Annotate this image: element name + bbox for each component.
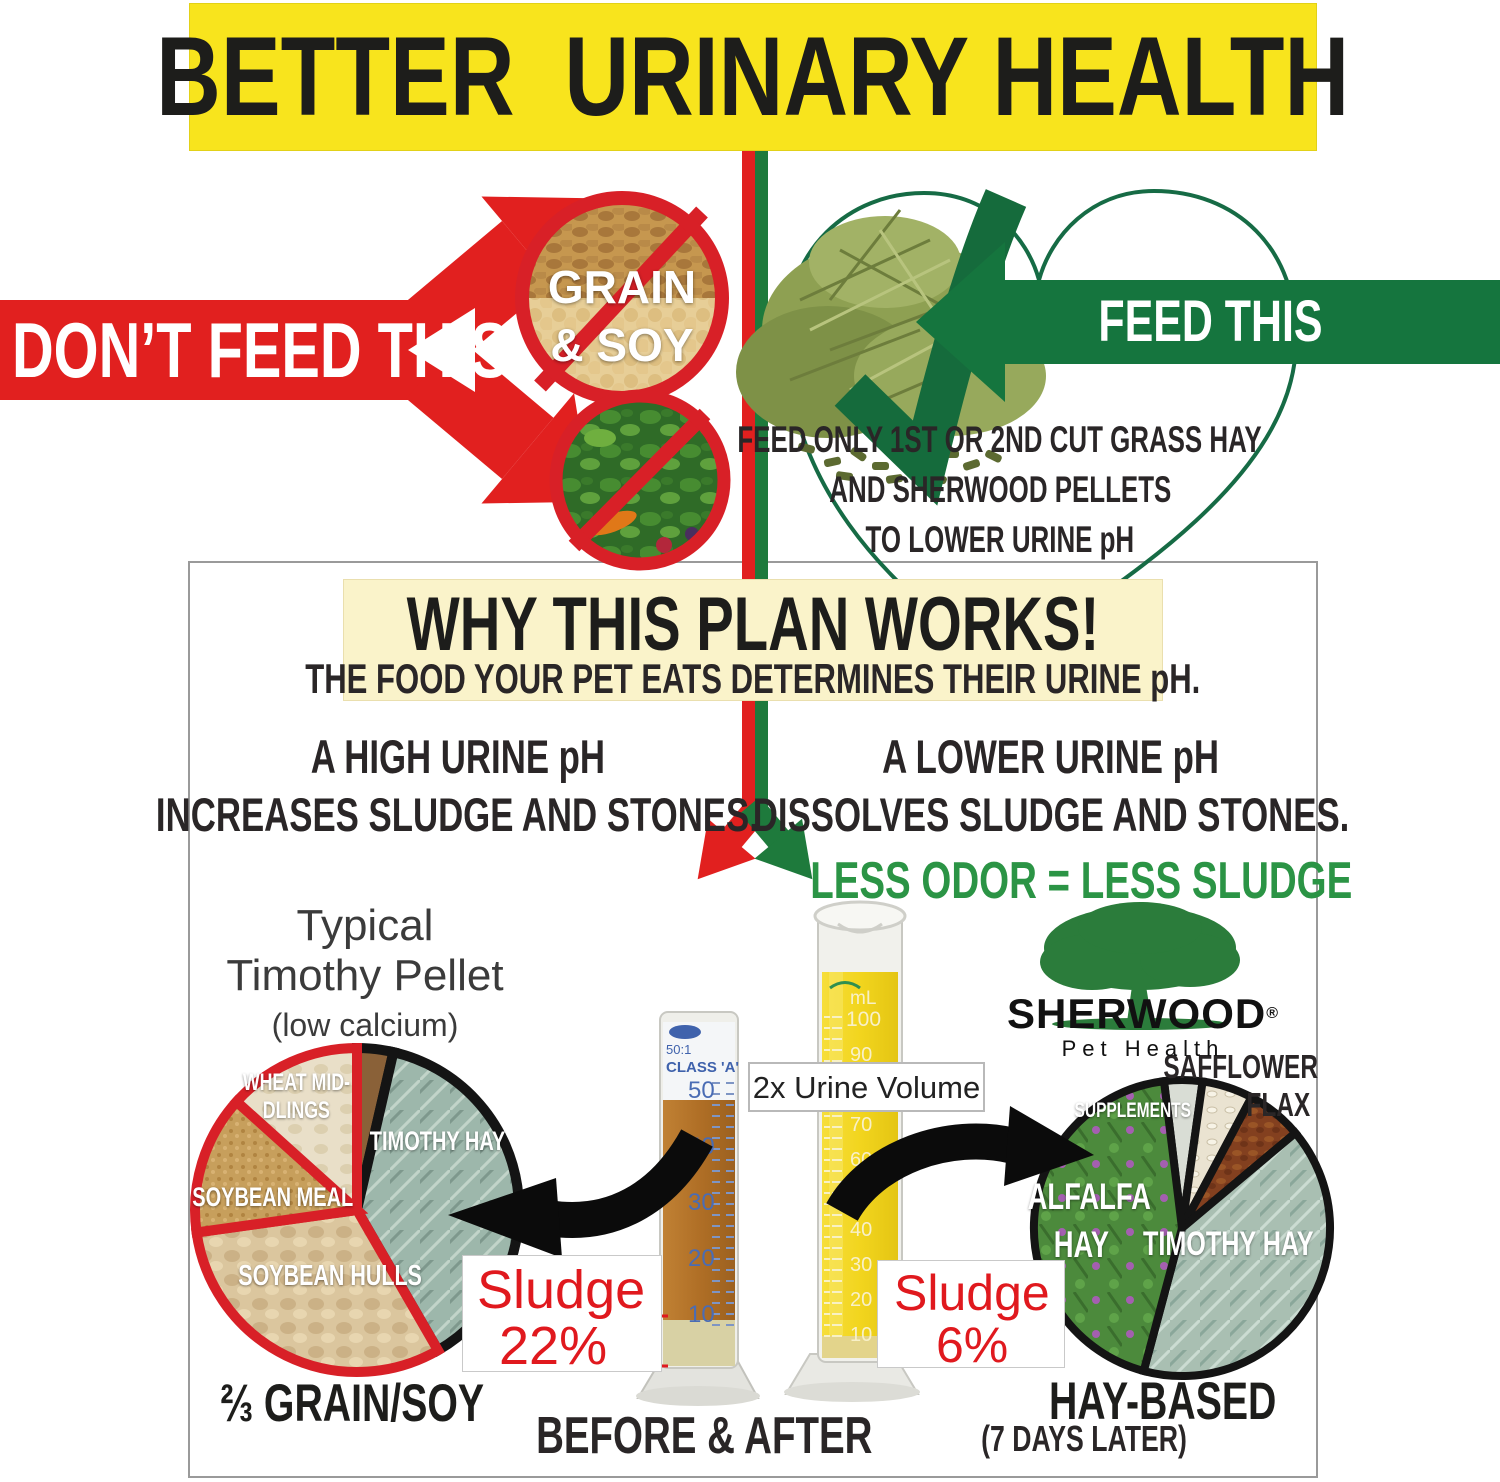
label-safflower: SAFFLOWER <box>1163 1047 1318 1085</box>
sludge-after-label: Sludge <box>894 1265 1050 1321</box>
sludge-before-value: 22% <box>499 1316 608 1377</box>
sludge-before-box: Sludge 22% <box>462 1255 662 1377</box>
label-supplements: SUPPLEMENTS <box>1074 1098 1192 1122</box>
sludge-after-value: 6% <box>936 1317 1009 1373</box>
left-pie-heading-line1: Typical <box>296 901 434 950</box>
right-pie-caption: HAY-BASED <box>1049 1371 1277 1431</box>
grain-circle-label-line2: & SOY <box>550 319 694 371</box>
dont-feed-label: DON’T FEED THIS <box>12 306 510 394</box>
label-wheat-middlings-1: WHEAT MID- <box>242 1069 350 1096</box>
label-alfalfa-1: ALFALFA <box>1027 1175 1151 1217</box>
label-alfalfa-2: HAY <box>1053 1223 1109 1265</box>
left-pie-caption: ⅔ GRAIN/SOY <box>220 1373 484 1433</box>
feed-note-line3: TO LOWER URINE pH <box>865 518 1135 560</box>
grain-circle-label-line1: GRAIN <box>547 261 697 313</box>
low-ph-line2: DISSOLVES SLUDGE AND STONES. <box>752 787 1350 841</box>
label-flax: FLAX <box>1246 1085 1310 1123</box>
label-timothy-hay-left: TIMOTHY HAY <box>370 1125 506 1156</box>
label-soybean-hulls: SOYBEAN HULLS <box>238 1259 423 1292</box>
label-timothy-hay-right: TIMOTHY HAY <box>1142 1225 1314 1263</box>
banner: BETTER URINARY HEALTH <box>156 3 1350 151</box>
left-pie-heading-line2: Timothy Pellet <box>226 951 504 1000</box>
feed-note-line2: AND SHERWOOD PELLETS <box>829 468 1172 510</box>
sludge-after-box: Sludge 6% <box>877 1260 1065 1373</box>
brand-wordmark: SHERWOOD ® <box>1006 990 1280 1037</box>
sludge-before-label: Sludge <box>477 1260 646 1320</box>
no-vegetables-circle <box>549 389 731 571</box>
why-title: WHY THIS PLAN WORKS! <box>406 582 1100 667</box>
feed-note-line1: FEED ONLY 1ST OR 2ND CUT GRASS HAY <box>737 418 1263 460</box>
feed-this-label: FEED THIS <box>1097 289 1323 354</box>
label-wheat-middlings-2: DLINGS <box>262 1097 330 1124</box>
page-title: BETTER URINARY HEALTH <box>156 14 1350 139</box>
before-after-main: BEFORE & AFTER <box>535 1407 873 1465</box>
why-subtitle: THE FOOD YOUR PET EATS DETERMINES THEIR … <box>305 655 1201 702</box>
brand-tagline: Pet Health <box>1061 1036 1225 1061</box>
label-soybean-meal: SOYBEAN MEAL <box>192 1181 354 1212</box>
registered-mark: ® <box>1266 1005 1280 1022</box>
why-box <box>343 579 1163 701</box>
before-after-sub: (7 DAYS LATER) <box>981 1418 1188 1459</box>
urine-volume-note: 2x Urine Volume <box>748 1062 985 1112</box>
high-ph-line2: INCREASES SLUDGE AND STONES. <box>156 787 759 841</box>
before-after-caption: BEFORE & AFTER (7 DAYS LATER) <box>536 1408 1187 1464</box>
less-odor-label: LESS ODOR = LESS SLUDGE <box>809 852 1353 910</box>
low-ph-line1: A LOWER URINE pH <box>882 729 1220 783</box>
high-ph-line1: A HIGH URINE pH <box>310 729 605 783</box>
left-pie-heading-line3: (low calcium) <box>271 1007 459 1043</box>
